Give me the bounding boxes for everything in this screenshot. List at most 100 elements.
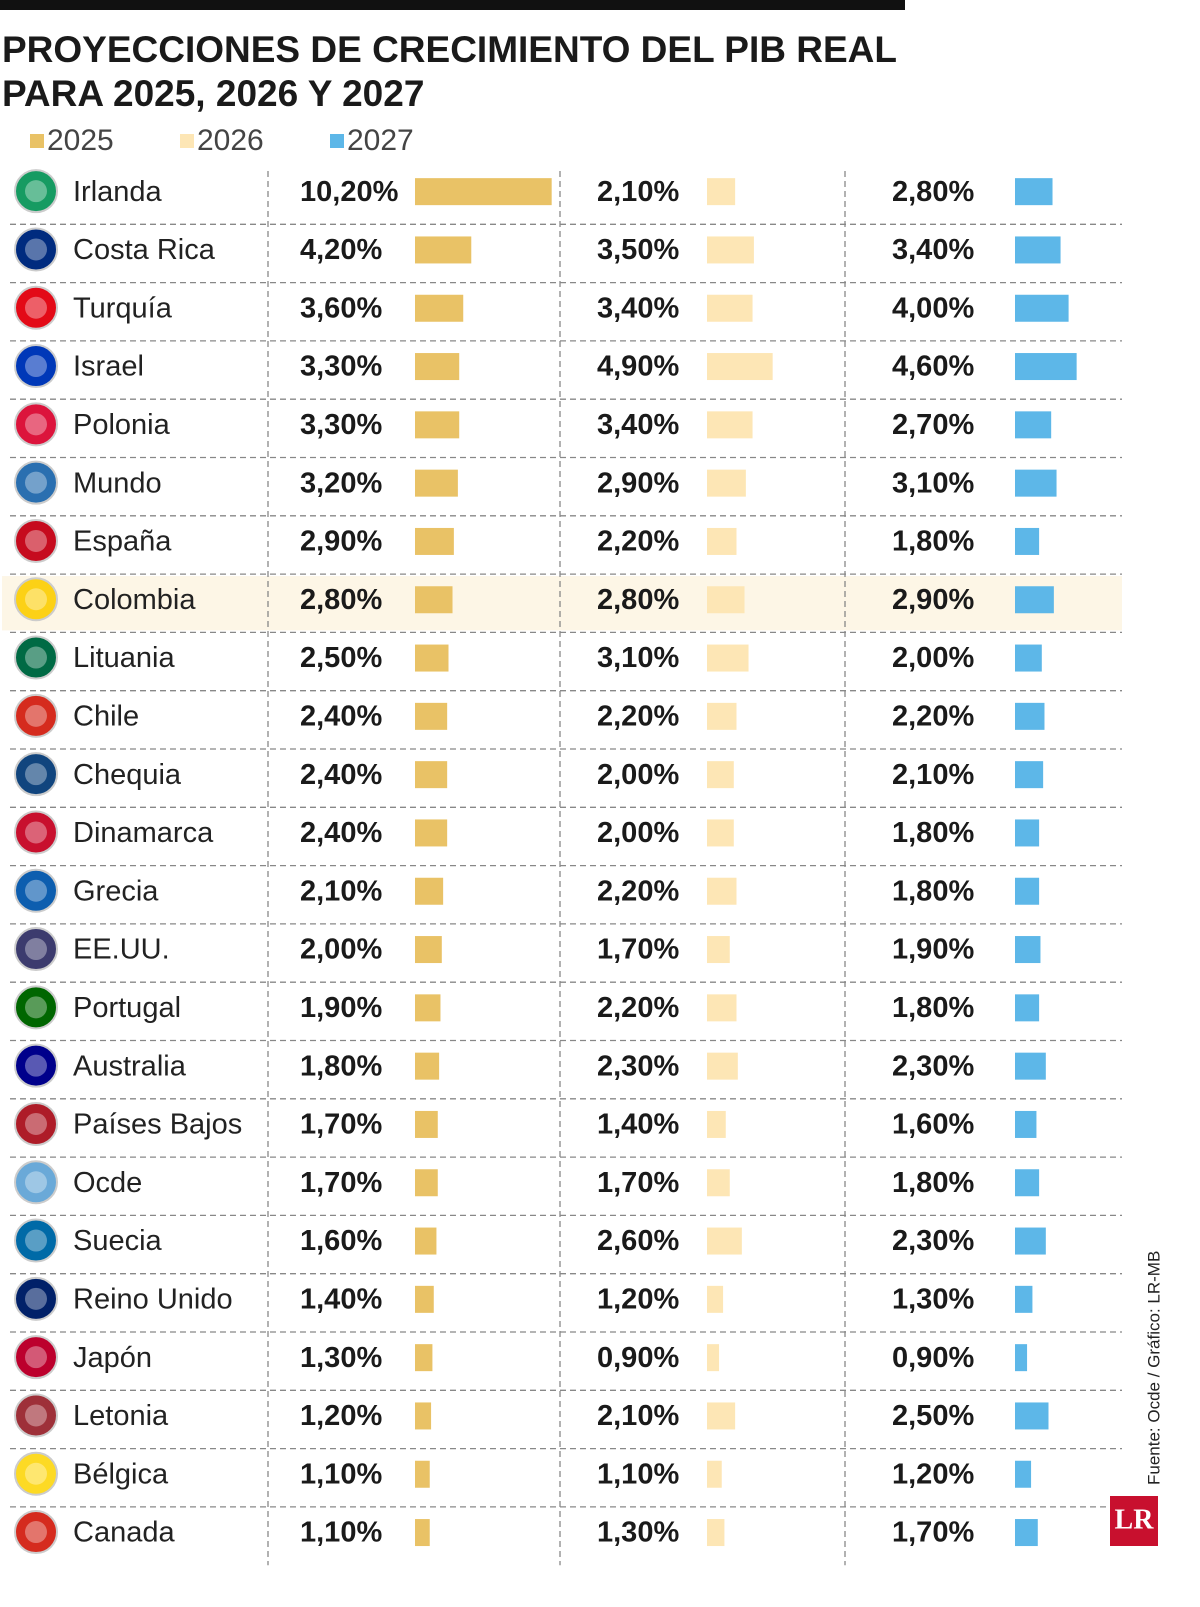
bar	[1015, 1169, 1040, 1197]
bar	[1015, 1460, 1032, 1488]
value-label: 1,10%	[597, 1458, 679, 1490]
bar	[415, 819, 448, 847]
bar	[415, 411, 460, 439]
country-name: Chile	[73, 701, 139, 733]
flag	[14, 810, 58, 855]
flag	[14, 518, 58, 563]
bar	[707, 294, 753, 322]
legend-label: 2025	[47, 124, 114, 157]
value-label: 1,20%	[597, 1284, 679, 1316]
flag	[14, 635, 58, 680]
flag	[14, 1160, 58, 1205]
bar	[707, 702, 737, 730]
value-label: 2,20%	[597, 526, 679, 558]
bar	[1015, 1110, 1037, 1138]
bar	[707, 644, 749, 672]
value-label: 2,70%	[892, 409, 974, 441]
bar	[707, 586, 745, 614]
value-label: 2,40%	[300, 701, 382, 733]
value-label: 1,60%	[892, 1109, 974, 1141]
value-label: 4,20%	[300, 234, 382, 266]
flag-shine	[25, 879, 47, 902]
row-highlight	[2, 576, 1122, 631]
flag	[14, 344, 58, 389]
country-name: Lituania	[73, 642, 175, 674]
value-label: 2,10%	[597, 176, 679, 208]
value-label: 1,90%	[892, 934, 974, 966]
country-name: Países Bajos	[73, 1109, 242, 1141]
flag-shine	[25, 996, 47, 1019]
bar	[415, 936, 442, 964]
value-label: 2,20%	[597, 992, 679, 1024]
value-label: 4,60%	[892, 351, 974, 383]
flag	[14, 752, 58, 797]
bar	[415, 1344, 433, 1372]
bar	[707, 527, 737, 555]
bar	[1015, 936, 1041, 964]
value-label: 2,80%	[597, 584, 679, 616]
bar	[707, 1052, 738, 1080]
country-name: Costa Rica	[73, 234, 216, 266]
bar	[1015, 761, 1044, 789]
bar	[707, 761, 734, 789]
flag-shine	[25, 355, 47, 378]
flag-shine	[25, 763, 47, 786]
bar	[415, 1169, 438, 1197]
value-label: 2,00%	[597, 759, 679, 791]
flag-shine	[25, 1229, 47, 1252]
value-label: 1,30%	[597, 1517, 679, 1549]
bar	[707, 1227, 742, 1255]
value-label: 3,60%	[300, 292, 382, 324]
bar	[707, 411, 753, 439]
bar	[707, 1402, 736, 1430]
country-name: Turquía	[73, 292, 173, 324]
country-name: Japón	[73, 1342, 152, 1374]
flag-shine	[25, 588, 47, 611]
value-label: 2,60%	[597, 1225, 679, 1257]
value-label: 2,00%	[892, 642, 974, 674]
legend-swatch	[180, 134, 194, 148]
bar	[1015, 994, 1040, 1022]
bar	[415, 1110, 438, 1138]
country-name: Colombia	[73, 584, 196, 616]
country-name: Bélgica	[73, 1458, 169, 1490]
flag	[14, 1043, 58, 1088]
flag-shine	[25, 1112, 47, 1135]
source: Fuente: Ocde / Gráfico: LR-MB	[1144, 1251, 1163, 1485]
bar	[707, 877, 737, 905]
value-label: 1,10%	[300, 1517, 382, 1549]
bar	[1015, 877, 1040, 905]
flag	[14, 868, 58, 913]
country-name: Grecia	[73, 875, 159, 907]
bar	[707, 819, 734, 847]
bar	[707, 1344, 720, 1372]
country-name: Suecia	[73, 1225, 163, 1257]
flag-shine	[25, 938, 47, 961]
country-name: Australia	[73, 1050, 187, 1082]
value-label: 2,30%	[892, 1225, 974, 1257]
bar	[415, 178, 552, 206]
value-label: 1,70%	[892, 1517, 974, 1549]
bar	[707, 936, 730, 964]
value-label: 2,10%	[300, 875, 382, 907]
value-label: 3,50%	[597, 234, 679, 266]
value-label: 1,80%	[892, 992, 974, 1024]
flag-shine	[25, 238, 47, 261]
flag	[14, 693, 58, 738]
value-label: 1,70%	[597, 1167, 679, 1199]
value-label: 2,30%	[597, 1050, 679, 1082]
bar	[415, 586, 453, 614]
bar	[415, 1460, 430, 1488]
value-label: 2,50%	[300, 642, 382, 674]
value-label: 2,20%	[597, 701, 679, 733]
value-label: 1,80%	[892, 526, 974, 558]
flag-shine	[25, 1404, 47, 1427]
bar	[415, 761, 448, 789]
bar	[707, 1519, 725, 1547]
bar	[1015, 819, 1040, 847]
flag	[14, 577, 58, 622]
bar	[707, 236, 754, 264]
bar	[415, 702, 448, 730]
value-label: 2,90%	[892, 584, 974, 616]
